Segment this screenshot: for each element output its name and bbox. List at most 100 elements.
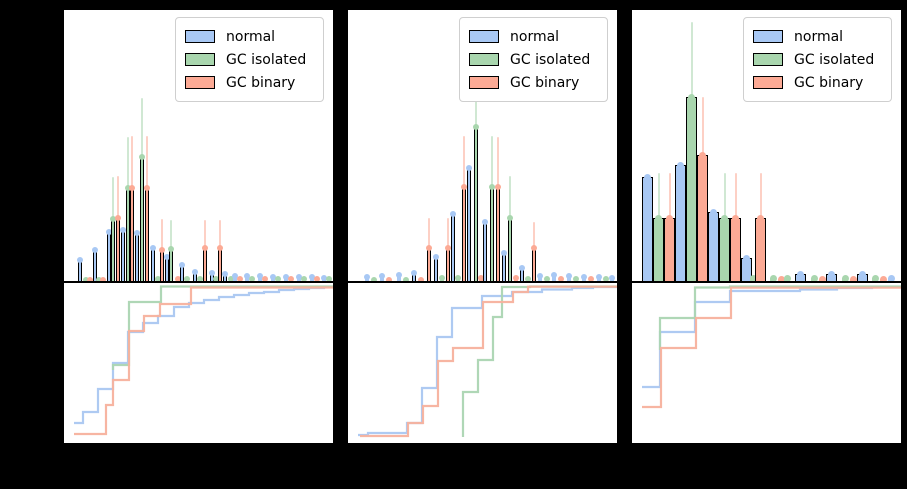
bar-marker-dot-gc-isolated <box>455 275 461 281</box>
bar-marker-dot-normal <box>296 274 302 280</box>
hist-bar-normal <box>502 253 506 282</box>
cdf-line-gc-binary <box>642 286 901 409</box>
bar-marker-dot-normal <box>411 270 417 276</box>
hist-bar-normal <box>675 165 686 282</box>
bar-marker-dot-normal <box>257 273 263 279</box>
legend: normal GC isolated GC binary <box>459 17 608 102</box>
bar-marker-dot-normal <box>321 275 327 281</box>
hist-bar-normal <box>397 275 401 282</box>
bar-marker-dot-gc-isolated <box>603 276 609 282</box>
error-bar-gc-binary <box>146 136 148 189</box>
bar-marker-dot-gc-isolated <box>96 277 102 282</box>
hist-bar-normal <box>451 214 455 282</box>
hist-bar-gc-binary <box>462 187 466 282</box>
hist-bar-normal <box>380 276 384 282</box>
bar-marker-dot-normal <box>797 270 804 278</box>
cdf-subplot-left <box>64 282 333 443</box>
bar-marker-dot-normal <box>482 219 488 225</box>
bar-marker-dot-normal <box>283 274 289 280</box>
legend-row: GC isolated <box>469 48 598 71</box>
bar-marker-dot-normal <box>150 245 156 251</box>
bar-marker-dot-normal <box>743 254 750 262</box>
hist-bar-gc-binary <box>446 248 450 282</box>
error-bar-gc-binary <box>428 218 430 249</box>
bar-marker-dot-gc-binary <box>879 275 887 282</box>
legend-swatch-gc-isolated <box>753 53 783 66</box>
bar-marker-dot-normal <box>106 229 112 235</box>
subplot-divider <box>628 281 905 283</box>
legend-row: normal <box>185 25 314 48</box>
bar-marker-dot-normal <box>364 274 370 280</box>
hist-bar-normal <box>467 168 471 282</box>
hist-bar-gc-isolated <box>111 219 115 282</box>
error-bar-gc-binary <box>668 173 671 219</box>
bar-marker-dot-gc-isolated <box>168 246 174 252</box>
bar-marker-dot-normal <box>270 274 276 280</box>
bar-marker-dot-gc-isolated <box>249 276 255 282</box>
bar-marker-dot-gc-binary <box>288 276 294 282</box>
bar-marker-dot-gc-isolated <box>403 277 409 282</box>
error-bar-gc-binary <box>447 218 449 249</box>
cdf-line-gc-binary <box>360 285 617 438</box>
hist-bar-normal <box>233 276 237 282</box>
error-bar-gc-isolated <box>141 98 143 158</box>
bar-marker-dot-normal <box>581 274 587 280</box>
hist-bar-normal <box>483 222 487 282</box>
bar-marker-dot-gc-isolated <box>139 154 145 160</box>
bar-marker-dot-gc-isolated <box>841 274 849 282</box>
legend-label-gc-isolated: GC isolated <box>794 51 875 68</box>
hist-bar-gc-isolated <box>169 249 173 282</box>
hist-bar-normal <box>78 260 82 282</box>
legend-row: normal <box>753 25 882 48</box>
bar-marker-dot-gc-binary <box>849 275 857 282</box>
legend-swatch-normal <box>185 30 215 43</box>
hist-bar-gc-isolated <box>653 218 664 282</box>
hist-bar-gc-binary <box>145 188 149 282</box>
panel-left: normal GC isolated GC binary <box>60 10 337 443</box>
hist-bar-normal <box>708 212 719 282</box>
hist-bar-gc-binary <box>730 218 741 282</box>
bar-marker-dot-normal <box>179 262 185 268</box>
error-bar-gc-isolated <box>112 177 114 220</box>
legend-row: GC binary <box>753 71 882 94</box>
bar-marker-dot-gc-binary <box>144 185 150 191</box>
bar-marker-dot-normal <box>222 271 228 277</box>
legend-row: GC isolated <box>185 48 314 71</box>
bar-marker-dot-gc-isolated <box>783 274 791 282</box>
hist-bar-normal <box>642 177 653 282</box>
hist-bar-gc-binary <box>427 248 431 282</box>
legend-label-gc-binary: GC binary <box>794 74 864 91</box>
bar-marker-dot-gc-isolated <box>155 276 161 282</box>
histogram-subplot-middle <box>348 10 617 282</box>
bar-marker-dot-gc-isolated <box>301 276 307 282</box>
hist-bar-normal <box>567 276 571 282</box>
panel-middle: normal GC isolated GC binary <box>344 10 621 443</box>
bar-marker-dot-gc-binary <box>588 276 594 282</box>
bar-marker-dot-gc-binary <box>495 184 501 190</box>
hist-bar-normal <box>552 275 556 282</box>
cdf-line-gc-isolated <box>111 285 333 370</box>
bar-marker-dot-gc-binary <box>217 245 223 251</box>
cdf-line-normal <box>642 285 901 389</box>
error-bar-gc-binary <box>701 97 704 156</box>
hist-bar-gc-isolated <box>508 218 512 282</box>
bar-marker-dot-normal <box>677 161 684 169</box>
bar-marker-dot-normal <box>519 265 525 271</box>
bar-marker-dot-normal <box>566 273 572 279</box>
error-bar-gc-binary <box>219 220 221 249</box>
hist-bar-gc-binary <box>664 218 675 282</box>
bar-marker-dot-normal <box>77 257 83 263</box>
bar-marker-dot-gc-binary <box>531 245 537 251</box>
error-bar-gc-isolated <box>657 173 660 219</box>
error-bar-gc-isolated <box>491 136 493 188</box>
bar-marker-dot-normal <box>710 208 717 216</box>
error-bar-gc-binary <box>463 136 465 188</box>
hist-bar-gc-isolated <box>140 157 144 282</box>
hist-bar-gc-binary <box>218 248 222 282</box>
error-bar-gc-isolated <box>690 22 693 98</box>
error-bar-gc-isolated <box>723 173 726 219</box>
hist-bar-normal <box>121 230 125 282</box>
bar-marker-dot-gc-binary <box>757 214 764 222</box>
bar-marker-dot-normal <box>501 250 507 256</box>
